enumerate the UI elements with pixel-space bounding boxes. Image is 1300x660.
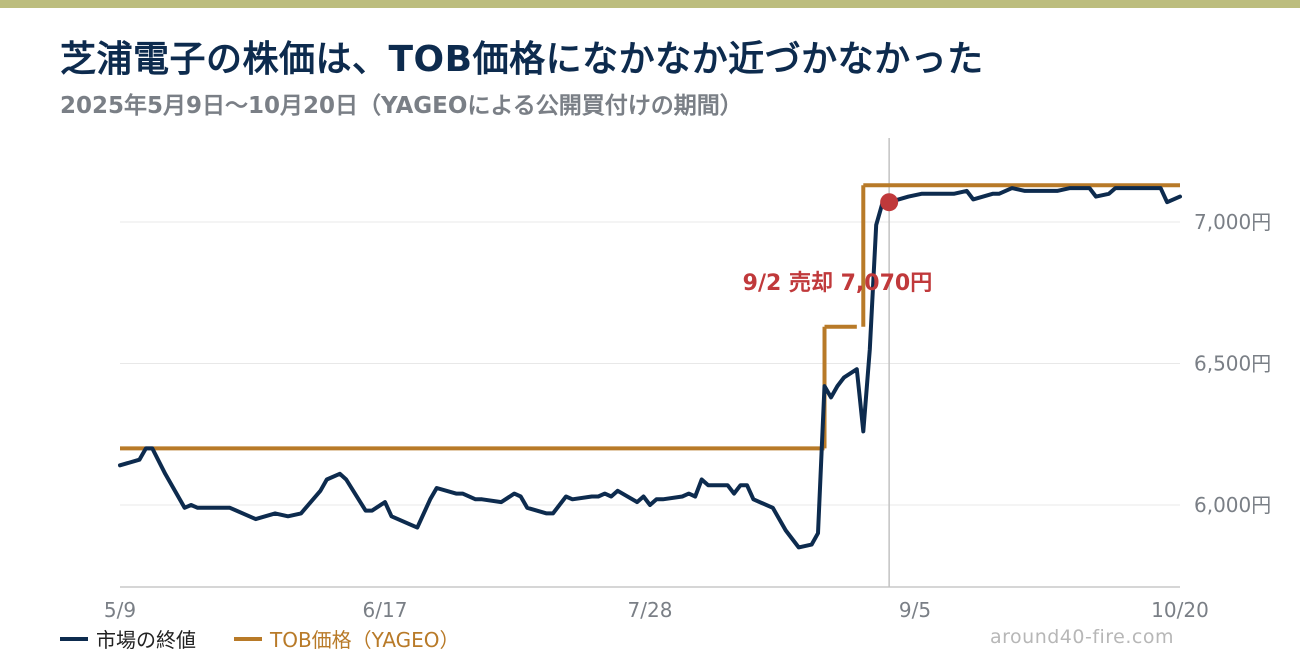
chart-subtitle: 2025年5月9日〜10月20日（YAGEOによる公開買付けの期間） bbox=[60, 93, 743, 119]
y-tick-label: 6,000円 bbox=[1194, 493, 1271, 517]
x-tick-label: 6/17 bbox=[363, 598, 408, 622]
top-accent-bar bbox=[0, 0, 1300, 8]
sale-point-marker bbox=[880, 193, 899, 212]
legend-swatch-tob bbox=[234, 636, 262, 641]
x-tick-label: 7/28 bbox=[628, 598, 673, 622]
legend-label-market: 市場の終値 bbox=[96, 628, 196, 652]
site-credit: around40-fire.com bbox=[989, 626, 1174, 648]
legend-item-tob: TOB価格（YAGEO） bbox=[234, 624, 460, 653]
chart-legend: 市場の終値 TOB価格（YAGEO） bbox=[60, 624, 498, 653]
x-tick-label: 10/20 bbox=[1151, 598, 1209, 622]
legend-label-tob: TOB価格（YAGEO） bbox=[270, 628, 460, 652]
x-tick-label: 5/9 bbox=[104, 598, 136, 622]
legend-swatch-market bbox=[60, 636, 88, 641]
sale-annotation-label: 9/2 売却 7,070円 bbox=[743, 270, 933, 296]
market-close-line bbox=[118, 186, 1182, 550]
y-tick-label: 6,500円 bbox=[1194, 352, 1271, 376]
y-tick-label: 7,000円 bbox=[1194, 210, 1271, 234]
chart-title: 芝浦電子の株価は、TOB価格になかなか近づかなかった bbox=[60, 39, 984, 80]
x-tick-label: 9/5 bbox=[899, 598, 931, 622]
legend-item-market: 市場の終値 bbox=[60, 624, 196, 653]
